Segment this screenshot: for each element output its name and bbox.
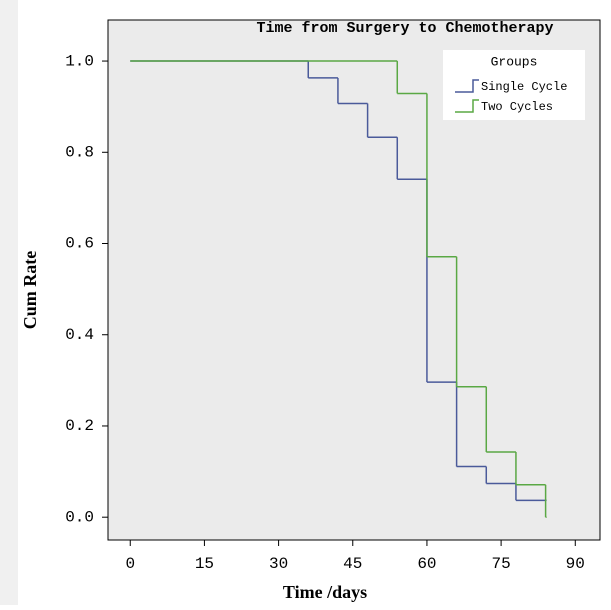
- x-tick-label: 75: [492, 555, 511, 573]
- x-tick-label: 60: [417, 555, 436, 573]
- chart-title: Time from Surgery to Chemotherapy: [256, 20, 553, 37]
- legend-label: Two Cycles: [481, 100, 553, 114]
- x-axis-label: Time /days: [283, 582, 367, 602]
- legend-swatch: [455, 79, 479, 93]
- legend-label: Single Cycle: [481, 80, 567, 94]
- x-tick-label: 15: [195, 555, 214, 573]
- y-tick-label: 0.2: [65, 417, 94, 435]
- y-tick-label: 0.0: [65, 508, 94, 526]
- x-tick-label: 30: [269, 555, 288, 573]
- y-tick-label: 0.8: [65, 143, 94, 161]
- legend: Groups: [443, 50, 585, 120]
- y-tick-label: 0.4: [65, 326, 94, 344]
- x-tick-label: 0: [125, 555, 135, 573]
- legend-title: Groups: [491, 54, 538, 69]
- legend-swatch: [455, 99, 479, 113]
- legend-box: [443, 50, 585, 120]
- y-tick-label: 1.0: [65, 52, 94, 70]
- x-tick-label: 45: [343, 555, 362, 573]
- y-tick-label: 0.6: [65, 235, 94, 253]
- side-band: [0, 0, 18, 605]
- y-axis-label: Cum Rate: [20, 251, 40, 330]
- x-tick-label: 90: [566, 555, 585, 573]
